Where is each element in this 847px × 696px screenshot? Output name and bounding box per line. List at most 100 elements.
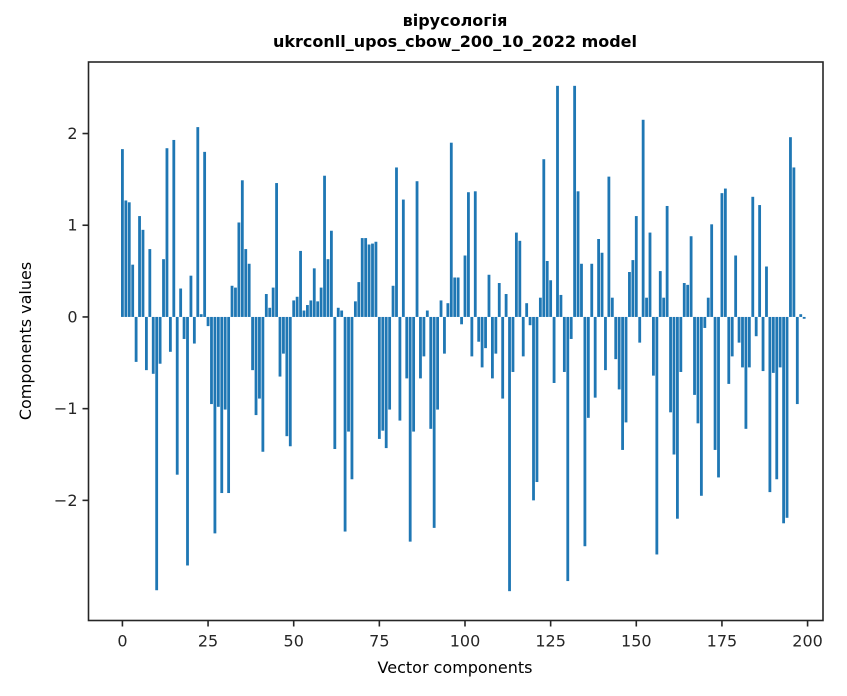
bar — [491, 316, 494, 379]
bar — [364, 238, 368, 317]
bar — [179, 288, 183, 317]
x-tick-label: 50 — [284, 632, 304, 651]
bar — [162, 259, 165, 317]
bar — [168, 316, 172, 352]
bar — [227, 316, 231, 494]
bar — [727, 316, 731, 384]
bar — [497, 283, 501, 317]
bar — [384, 316, 388, 449]
bar — [278, 316, 282, 377]
x-tick-label: 175 — [707, 632, 738, 651]
bar — [696, 316, 700, 424]
bar — [443, 316, 446, 354]
bar — [686, 284, 690, 317]
bar — [562, 316, 566, 372]
bar — [456, 277, 460, 317]
bar — [645, 297, 648, 317]
bar — [689, 236, 693, 317]
bar — [792, 167, 796, 317]
bar — [672, 316, 676, 455]
bar — [436, 316, 439, 410]
bar — [371, 243, 374, 317]
bar — [329, 230, 333, 317]
bar — [295, 296, 299, 317]
bar — [556, 85, 559, 317]
bar — [223, 316, 227, 410]
bar — [573, 85, 577, 317]
bar — [699, 316, 703, 496]
bar — [192, 316, 196, 344]
bar — [292, 300, 296, 317]
bar — [765, 266, 768, 317]
bar — [583, 316, 587, 547]
bar — [720, 193, 724, 317]
bar — [501, 316, 505, 399]
bar — [282, 316, 285, 354]
bar — [631, 260, 635, 317]
bar — [621, 316, 624, 450]
bar — [494, 316, 498, 354]
bar — [713, 316, 717, 450]
bar — [470, 316, 474, 357]
bar — [463, 255, 467, 317]
bar — [425, 310, 429, 317]
bar — [710, 224, 714, 317]
bar — [391, 285, 395, 317]
x-tick-label: 100 — [450, 632, 481, 651]
bar — [473, 191, 477, 317]
bar — [600, 252, 604, 317]
x-tick-label: 150 — [621, 632, 652, 651]
x-tick-label: 125 — [535, 632, 566, 651]
bar — [336, 307, 340, 317]
bar — [744, 316, 748, 429]
bar — [652, 316, 655, 376]
bar — [508, 316, 511, 592]
bar — [148, 249, 152, 317]
bar — [545, 261, 549, 317]
bar — [412, 316, 416, 432]
bar — [422, 316, 426, 357]
bar — [737, 316, 741, 343]
x-axis-label: Vector components — [378, 658, 533, 677]
bar — [186, 316, 189, 566]
bar — [206, 316, 210, 327]
bar — [477, 316, 481, 342]
bar — [789, 137, 792, 317]
bar — [669, 316, 672, 413]
bar — [155, 316, 159, 591]
bar — [367, 244, 371, 317]
bar — [593, 316, 597, 398]
bar — [131, 264, 135, 317]
bar — [401, 199, 405, 317]
x-tick-label: 0 — [117, 632, 127, 651]
bar — [467, 192, 470, 317]
bar — [429, 316, 433, 429]
bar — [514, 232, 518, 317]
bar — [316, 301, 320, 317]
bar — [333, 316, 337, 450]
bar — [165, 148, 169, 317]
bar — [538, 297, 542, 317]
y-tick-label: −2 — [54, 491, 78, 510]
bar — [258, 316, 261, 399]
bar — [319, 287, 323, 317]
bar — [521, 316, 525, 357]
bar — [785, 316, 789, 518]
bar — [610, 297, 614, 317]
bar — [357, 282, 361, 317]
bar — [175, 316, 179, 475]
bar — [261, 316, 265, 452]
bar — [617, 316, 621, 390]
bars-group — [121, 85, 806, 592]
bar — [326, 259, 330, 317]
bar — [566, 316, 570, 582]
bar — [230, 285, 234, 317]
bar — [220, 316, 224, 494]
chart-title: вірусологія — [403, 11, 508, 30]
bar — [641, 119, 645, 317]
bar — [614, 316, 618, 360]
bar — [624, 316, 628, 423]
bar — [559, 294, 563, 317]
bar — [439, 300, 443, 317]
bar — [302, 310, 306, 317]
